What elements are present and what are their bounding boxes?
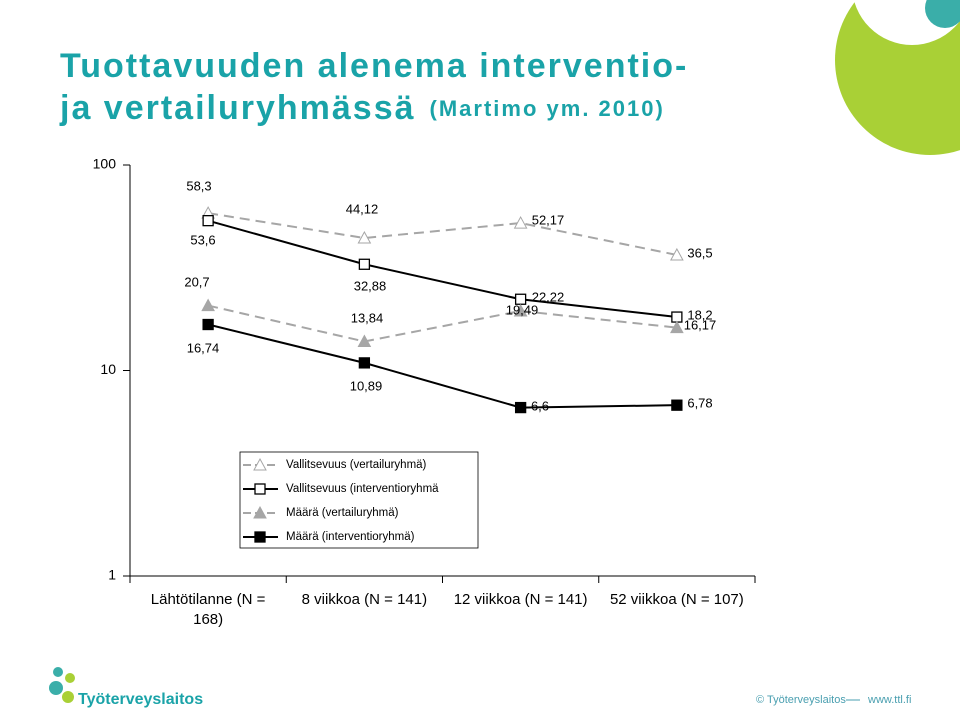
data-label: 18,2 [687,307,712,322]
logo: Työterveyslaitos [49,667,203,708]
data-label: 36,5 [687,245,712,260]
data-point [670,247,684,261]
data-point [671,399,683,411]
data-label: 44,12 [346,201,379,216]
data-point [357,334,372,347]
data-label: 53,6 [190,232,215,247]
legend-marker [254,531,266,543]
data-point [671,311,683,323]
data-point [513,303,528,317]
data-label: 16,74 [187,340,220,355]
legend-marker [253,457,267,471]
title: ja vertailuryhmässä [59,89,416,127]
data-label: 10,89 [350,378,383,393]
x-tick-label: Lähtötilanne (N = 168) [150,591,266,628]
data-point [358,258,371,270]
data-label: 32,88 [354,278,387,293]
legend-label: Määrä (vertailuryhmä) [286,507,399,519]
data-point [513,216,528,229]
title: ja vertailuryhmässä (Martimo ym. 2010) [59,89,665,127]
data-label: 6,78 [687,395,712,410]
copyright: © Työterveyslaitos [756,694,846,706]
legend-label: Vallitsevuus (vertailuryhmä) [286,459,427,471]
data-point [514,401,527,414]
subtitle: (Martimo ym. 2010) [430,96,665,121]
y-tick-label: 10 [100,361,116,377]
data-label: 22,22 [532,289,565,304]
line [207,212,678,256]
line [207,304,677,343]
logo-text: Työterveyslaitos [78,691,203,708]
line [207,219,677,319]
data-label: 19,49 [506,302,539,317]
data-label: 16,17 [684,317,717,332]
legend [239,451,479,549]
decoration [922,152,960,228]
y-tick-label: 100 [93,156,117,172]
y-tick-label: 1 [108,567,116,583]
data-label: 52,17 [532,212,565,227]
x-tick-label: 12 viikkoa (N = 141) [453,591,588,608]
data-label: 20,7 [184,274,209,289]
legend-marker [254,483,266,495]
data-label: 6,6 [531,398,549,413]
url: www.ttl.fi [867,694,911,706]
data-label: 13,84 [351,310,384,325]
legend-label: Määrä (interventioryhmä) [286,531,415,543]
line [207,323,677,409]
decoration [925,0,960,28]
data-point [670,320,684,334]
data-point [202,318,214,331]
x-tick-label: 8 viikkoa (N = 141) [301,591,428,608]
data-point [202,215,214,227]
title: Tuottavuuden alenema interventio- [60,47,688,85]
data-label: 58,3 [186,178,211,193]
data-point [201,298,215,312]
legend-marker [253,505,267,519]
x-tick-label: 52 viikkoa (N = 107) [609,591,744,608]
data-point [357,230,372,244]
data-point [358,357,371,369]
legend-label: Vallitsevuus (interventioryhmä [286,483,439,495]
